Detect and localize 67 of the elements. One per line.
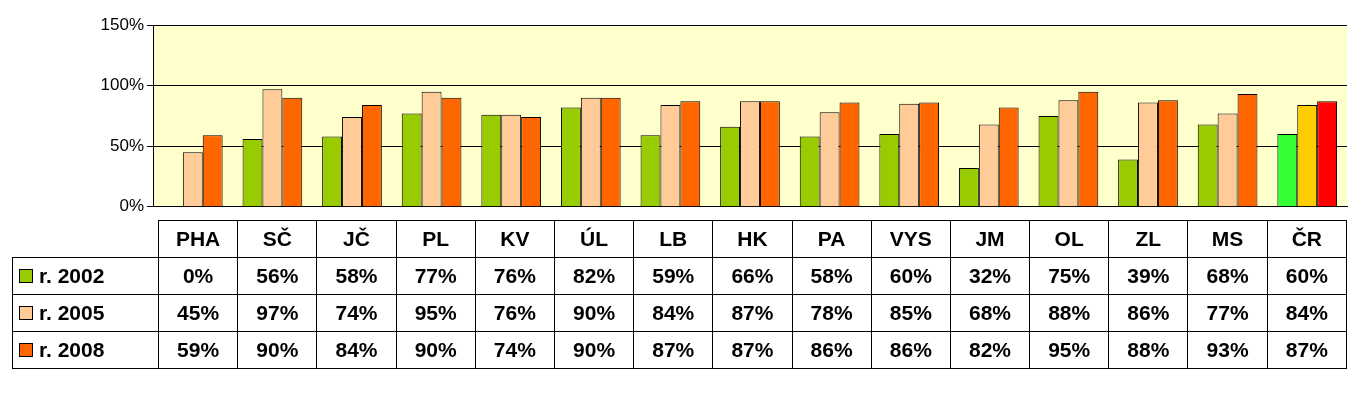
data-label: 95% [1029,331,1109,369]
x-tick-label: OL [1029,220,1109,258]
data-label: 76% [475,257,555,295]
data-label: 45% [158,294,238,332]
data-label: 77% [396,257,476,295]
data-label: 75% [1029,257,1109,295]
data-label: 90% [237,331,317,369]
data-label: 82% [950,331,1030,369]
data-label: 68% [1187,257,1268,295]
data-label: 88% [1108,331,1188,369]
data-label: 78% [792,294,872,332]
data-label: 87% [1267,331,1347,369]
data-label: 76% [475,294,555,332]
data-label: 90% [396,331,476,369]
data-label: 86% [1108,294,1188,332]
x-tick-label: PL [396,220,476,258]
x-tick-label: ÚL [554,220,634,258]
data-label: 86% [871,331,951,369]
x-tick-label: ZL [1108,220,1188,258]
data-label: 95% [396,294,476,332]
y-tick-label: 100% [100,75,144,95]
x-tick-label: JM [950,220,1030,258]
data-label: 68% [950,294,1030,332]
data-label: 74% [475,331,555,369]
data-label: 58% [316,257,397,295]
data-label: 59% [158,331,238,369]
y-tick-label: 0% [119,196,144,216]
x-tick-label: VYS [871,220,951,258]
x-tick-label: LB [633,220,713,258]
data-label: 60% [1267,257,1347,295]
data-label: 84% [633,294,713,332]
data-label: 84% [316,331,397,369]
x-tick-label: JČ [316,220,397,258]
data-label: 84% [1267,294,1347,332]
data-label: 86% [792,331,872,369]
data-label: 87% [712,331,793,369]
data-label: 85% [871,294,951,332]
x-tick-label: HK [712,220,793,258]
data-label: 39% [1108,257,1188,295]
data-label: 60% [871,257,951,295]
data-label: 90% [554,294,634,332]
legend-label: r. 2005 [39,301,105,324]
x-tick-label: MS [1187,220,1268,258]
y-tick-label: 150% [100,14,144,34]
data-label: 87% [633,331,713,369]
x-tick-label: KV [475,220,555,258]
data-label: 90% [554,331,634,369]
data-label: 58% [792,257,872,295]
x-tick-label: SČ [237,220,317,258]
data-label: 0% [158,257,238,295]
x-tick-label: PHA [158,220,238,258]
data-label: 77% [1187,294,1268,332]
data-label: 32% [950,257,1030,295]
legend-label: r. 2008 [39,338,105,361]
data-label: 59% [633,257,713,295]
x-tick-label: ČR [1267,220,1347,258]
data-label: 87% [712,294,793,332]
data-label: 88% [1029,294,1109,332]
data-label: 97% [237,294,317,332]
data-label: 56% [237,257,317,295]
y-tick-label: 50% [109,135,144,155]
legend-label: r. 2002 [39,264,105,287]
data-label: 66% [712,257,793,295]
data-label: 93% [1187,331,1268,369]
data-label: 82% [554,257,634,295]
x-tick-label: PA [792,220,872,258]
data-label: 74% [316,294,397,332]
